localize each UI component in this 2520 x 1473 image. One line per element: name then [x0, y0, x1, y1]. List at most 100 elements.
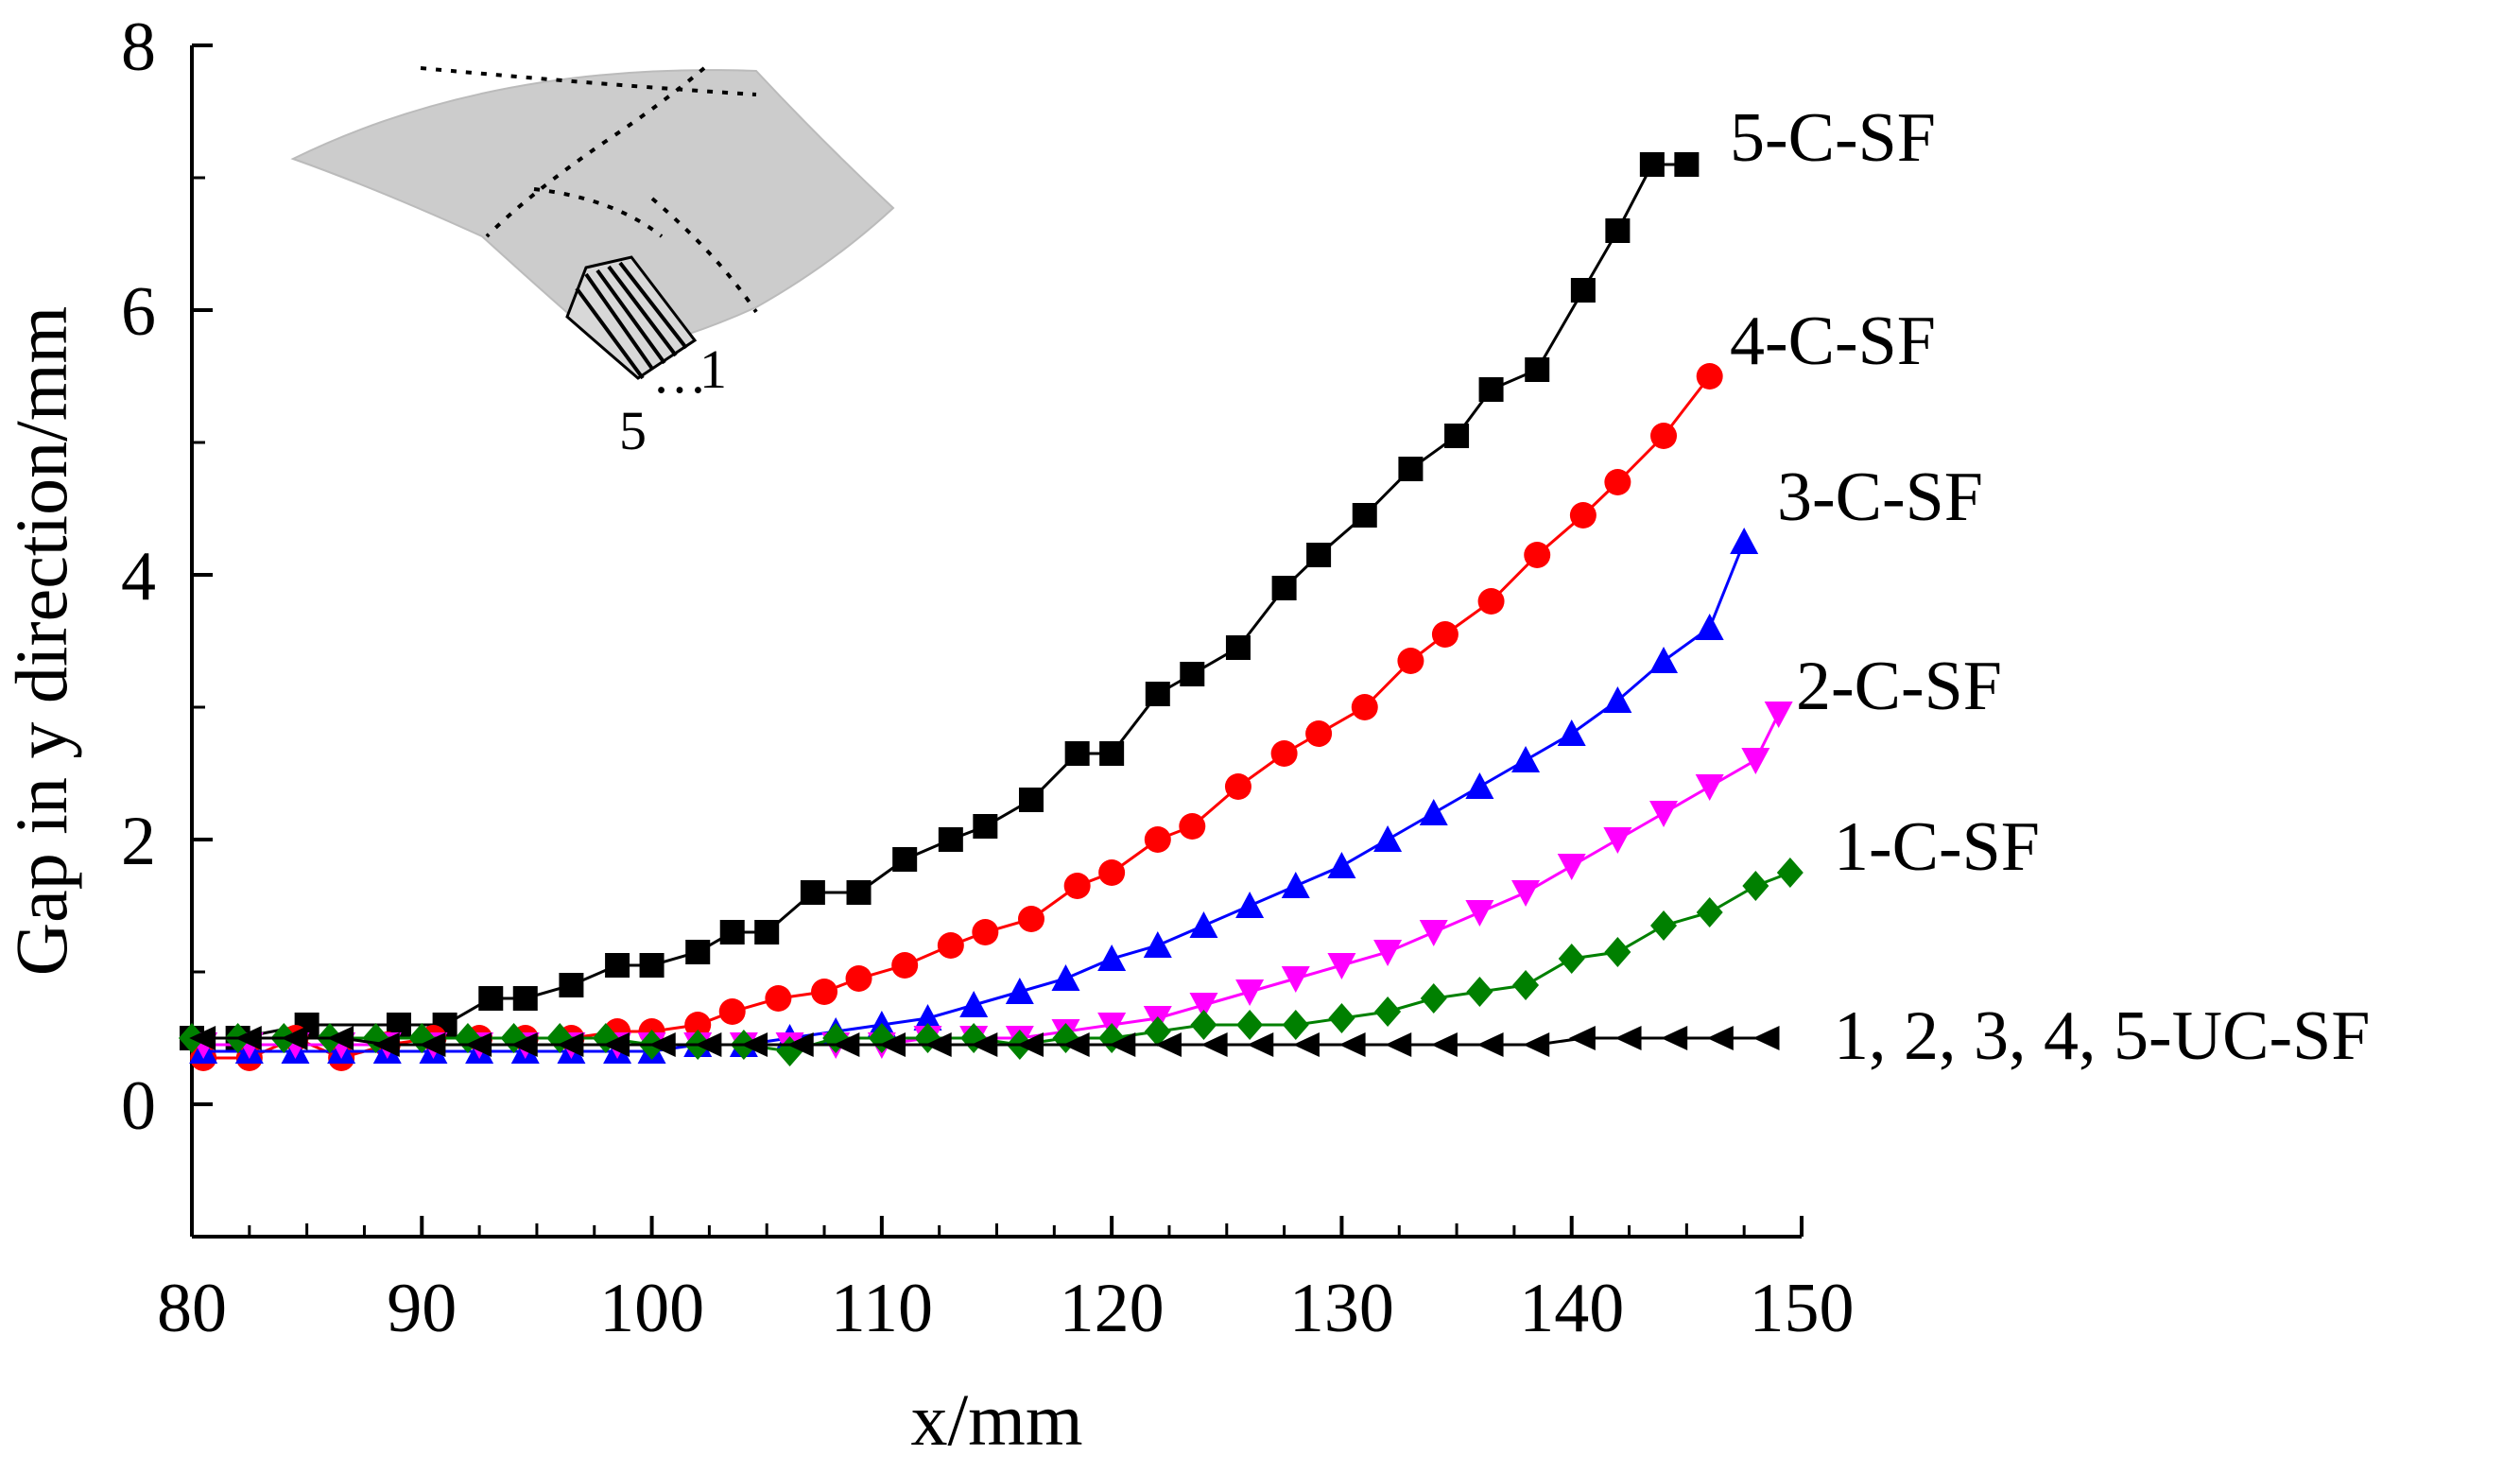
series-1-point: [1180, 662, 1205, 686]
series-1-point: [559, 973, 584, 997]
series-1-point: [754, 920, 780, 944]
series-2-point: [1144, 826, 1171, 853]
series-6-point: [741, 1032, 768, 1057]
series-6-point: [1568, 1026, 1596, 1050]
series-5-point: [1466, 977, 1493, 1007]
series-4-point: [1649, 801, 1679, 827]
series-3-line: [203, 541, 1746, 1053]
series-3-point: [913, 1004, 942, 1031]
inset-strip-5: [575, 286, 645, 380]
series-2-point: [1569, 502, 1597, 529]
series-2-point: [1270, 740, 1298, 767]
series-1-point: [846, 880, 872, 905]
series-1-point: [1018, 788, 1044, 812]
series-5-point: [1604, 937, 1631, 967]
series-1-point: [1099, 741, 1125, 766]
series-4-point: [1603, 827, 1632, 854]
series-4: [189, 702, 1793, 1059]
x-tick-label-90: 90: [387, 1270, 457, 1347]
series-3-point: [959, 991, 989, 1017]
inset-label-start: 5: [619, 400, 647, 461]
inset-strip-3: [607, 265, 678, 357]
series-2-point: [1305, 720, 1333, 747]
series-3-point: [1465, 772, 1494, 799]
x-tick-label-110: 110: [831, 1270, 933, 1347]
series-3-point: [1005, 978, 1034, 1004]
series-2-point: [1604, 469, 1631, 495]
series-1-point: [1306, 543, 1332, 567]
series-1-point: [719, 920, 745, 944]
series-6-point: [971, 1032, 998, 1057]
series-6-point: [1752, 1026, 1780, 1050]
inset-strip-4: [618, 261, 688, 350]
series-2-label: 4-C-SF: [1730, 303, 1936, 380]
series-6-point: [419, 1032, 446, 1057]
axes: 80 90 100 110 120 130 140 150 0 2 4 6 8 x/mm Gap in y …: [0, 9, 1855, 1461]
series-3-label: 3-C-SF: [1777, 459, 1983, 536]
series-5-point: [1558, 944, 1585, 974]
series-5-point: [1696, 897, 1723, 927]
y-tick-label-4: 4: [121, 538, 156, 615]
series-6-point: [281, 1026, 308, 1050]
x-tick-label-100: 100: [599, 1270, 704, 1347]
series-6-point: [1385, 1032, 1412, 1057]
inset-grid-line-1: [420, 66, 757, 96]
series-2: [190, 363, 1723, 1071]
series-1-point: [1398, 457, 1424, 481]
series-4-point: [1281, 966, 1310, 993]
series-2-point: [1224, 773, 1251, 800]
series-1-point: [1639, 152, 1665, 177]
inset-surface: [290, 69, 895, 371]
series-6-point: [1523, 1032, 1550, 1057]
series-layer: [179, 152, 1804, 1071]
series-4-point: [1327, 953, 1356, 979]
series-3-point: [1557, 719, 1586, 746]
series-1-point: [1444, 424, 1470, 448]
series-1-point: [685, 940, 711, 964]
series-4-point: [1235, 979, 1265, 1006]
x-tick-label-140: 140: [1519, 1270, 1624, 1347]
series-4-point: [1557, 854, 1586, 880]
series-3-point: [1511, 746, 1541, 772]
series-5-point: [1776, 858, 1804, 888]
series-5-point: [1742, 871, 1769, 901]
series-3: [189, 528, 1759, 1064]
series-4-point: [1465, 900, 1494, 927]
series-6-point: [1247, 1032, 1274, 1057]
series-1: [180, 152, 1700, 1050]
series-3-point: [1189, 911, 1218, 938]
series-6-point: [1062, 1032, 1090, 1057]
series-6-point: [924, 1032, 952, 1057]
y-axis-label: Gap in y direction/mm: [0, 306, 82, 976]
inset-label-dots: …: [652, 343, 707, 405]
series-3-point: [1327, 852, 1356, 878]
x-axis-label: x/mm: [910, 1378, 1082, 1461]
series-1-point: [1674, 152, 1700, 177]
series-3-point: [1419, 799, 1448, 825]
series-6-point: [1706, 1026, 1734, 1050]
series-6-point: [833, 1032, 860, 1057]
series-5-point: [1650, 910, 1678, 941]
inset-surface-diagram: 5 … 1: [290, 66, 895, 461]
series-6-point: [1109, 1032, 1136, 1057]
series-6-point: [879, 1032, 906, 1057]
inset-grid-line-3: [533, 187, 664, 238]
series-3-point: [1730, 528, 1759, 554]
series-5-point: [1512, 970, 1540, 1000]
series-5-point: [1144, 1016, 1171, 1047]
y-tick-label-2: 2: [121, 803, 156, 880]
inset-grid-line-4: [650, 197, 758, 314]
series-5-point: [1328, 1003, 1355, 1033]
series-3-point: [1143, 931, 1172, 958]
series-4-point: [1419, 920, 1448, 946]
series-2-point: [1179, 813, 1206, 840]
inset-grid-line-2: [485, 66, 706, 238]
labels-layer: 5-C-SF 4-C-SF 3-C-SF 2-C-SF 1-C-SF 1, 2, 3, 4…: [1730, 99, 2370, 1075]
series-1-point: [1271, 576, 1297, 600]
series-6-point: [1661, 1026, 1688, 1050]
series-5-point: [1236, 1010, 1264, 1040]
y-tick-label-8: 8: [121, 9, 156, 86]
series-6-point: [327, 1026, 354, 1050]
series-1-point: [892, 847, 918, 872]
